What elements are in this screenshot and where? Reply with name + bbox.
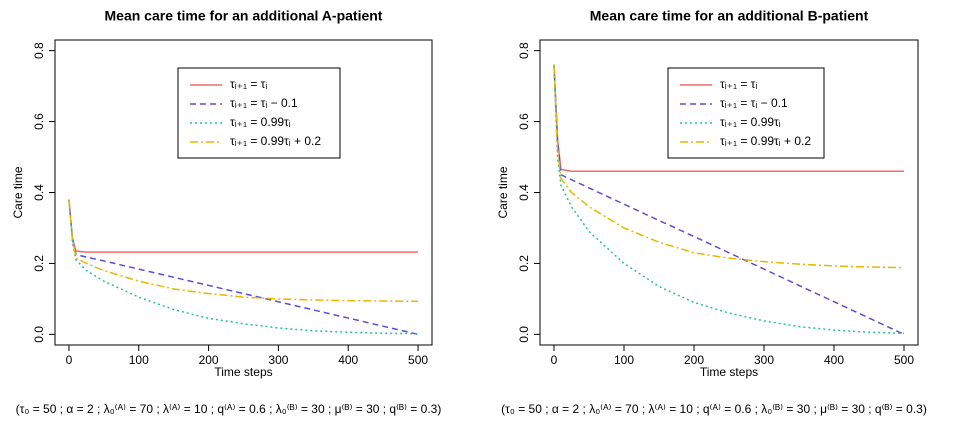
legend-box bbox=[667, 67, 825, 159]
x-tick-label: 300 bbox=[268, 353, 288, 367]
x-tick-label: 300 bbox=[754, 353, 774, 367]
y-tick-label: 0.0 bbox=[517, 326, 531, 343]
series-line bbox=[68, 199, 419, 336]
legend: τᵢ₊₁ = τᵢ τᵢ₊₁ = τᵢ − 0.1 τᵢ₊₁ = 0.99τᵢ τᵢ₊… bbox=[177, 67, 341, 159]
legend: τᵢ₊₁ = τᵢ τᵢ₊₁ = τᵢ − 0.1 τᵢ₊₁ = 0.99τᵢ τᵢ₊… bbox=[667, 67, 825, 159]
x-tick-label: 500 bbox=[408, 353, 428, 367]
legend-label: τᵢ₊₁ = τᵢ − 0.1 bbox=[720, 96, 788, 110]
caption: (τ₀ = 50 ; α = 2 ; λ₀⁽ᴬ⁾ = 70 ; λ⁽ᴬ⁾ = 1… bbox=[16, 402, 442, 416]
legend-label: τᵢ₊₁ = τᵢ bbox=[720, 77, 757, 91]
legend-box bbox=[177, 67, 341, 159]
x-tick-label: 100 bbox=[129, 353, 149, 367]
chart-title: Mean care time for an additional A-patie… bbox=[105, 8, 383, 24]
x-tick-label: 100 bbox=[614, 353, 634, 367]
y-tick-label: 0.8 bbox=[517, 42, 531, 59]
caption: (τ₀ = 50 ; α = 2 ; λ₀⁽ᴬ⁾ = 70 ; λ⁽ᴬ⁾ = 1… bbox=[501, 402, 927, 416]
legend-label: τᵢ₊₁ = 0.99τᵢ + 0.2 bbox=[230, 134, 321, 148]
x-tick-label: 200 bbox=[684, 353, 704, 367]
x-tick-label: 0 bbox=[551, 353, 558, 367]
series-line bbox=[68, 199, 419, 335]
series-line bbox=[553, 64, 904, 172]
x-axis-label: Time steps bbox=[700, 365, 758, 379]
legend-label: τᵢ₊₁ = 0.99τᵢ bbox=[230, 115, 291, 129]
x-tick-label: 0 bbox=[66, 353, 73, 367]
chart-title: Mean care time for an additional B-patie… bbox=[590, 8, 869, 24]
x-tick-label: 400 bbox=[824, 353, 844, 367]
legend-label: τᵢ₊₁ = τᵢ bbox=[230, 77, 267, 91]
series-line bbox=[553, 64, 905, 269]
legend-label: τᵢ₊₁ = 0.99τᵢ bbox=[720, 115, 781, 129]
panel: Mean care time for an additional B-patie… bbox=[496, 8, 927, 416]
panel: Mean care time for an additional A-patie… bbox=[11, 8, 441, 416]
y-tick-label: 0.6 bbox=[517, 113, 531, 130]
y-tick-label: 0.2 bbox=[32, 255, 46, 272]
series-line bbox=[68, 199, 419, 253]
y-axis-label: Care time bbox=[11, 166, 25, 218]
x-axis-label: Time steps bbox=[214, 365, 272, 379]
y-tick-label: 0.8 bbox=[32, 42, 46, 59]
legend-label: τᵢ₊₁ = 0.99τᵢ + 0.2 bbox=[720, 134, 811, 148]
y-tick-label: 0.4 bbox=[32, 184, 46, 201]
series-line bbox=[68, 199, 419, 303]
y-axis-label: Care time bbox=[496, 166, 510, 218]
legend-label: τᵢ₊₁ = τᵢ − 0.1 bbox=[230, 96, 298, 110]
y-tick-label: 0.0 bbox=[32, 326, 46, 343]
y-tick-label: 0.4 bbox=[517, 184, 531, 201]
x-tick-label: 200 bbox=[199, 353, 219, 367]
y-tick-label: 0.2 bbox=[517, 255, 531, 272]
series-line bbox=[553, 64, 905, 336]
x-tick-label: 400 bbox=[338, 353, 358, 367]
y-tick-label: 0.6 bbox=[32, 113, 46, 130]
x-tick-label: 500 bbox=[894, 353, 914, 367]
